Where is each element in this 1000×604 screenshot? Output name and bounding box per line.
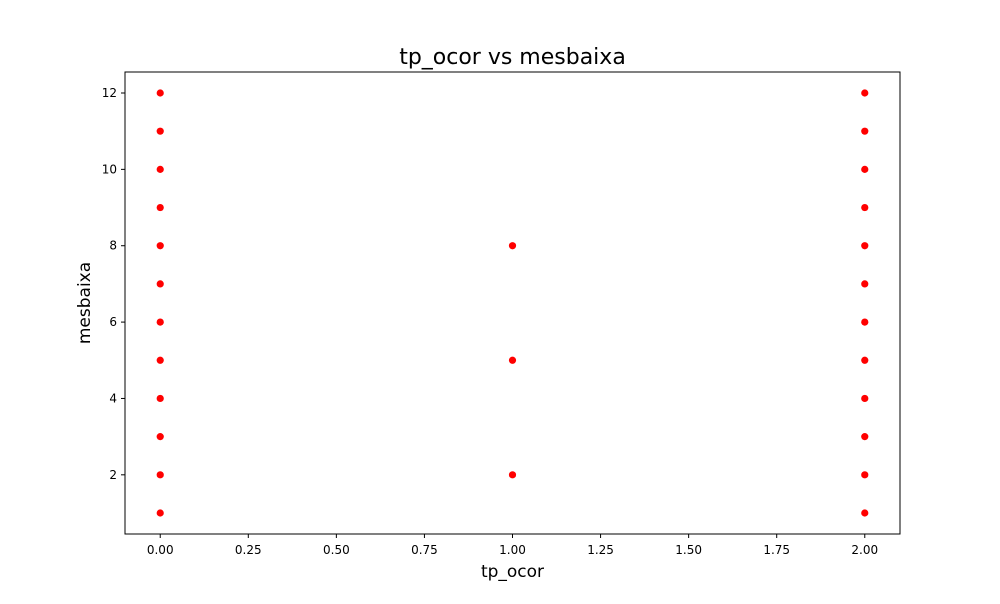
data-point <box>861 471 869 479</box>
y-tick-label: 12 <box>102 86 117 100</box>
x-tick-label: 0.00 <box>147 543 174 557</box>
chart-title: tp_ocor vs mesbaixa <box>399 45 626 70</box>
data-point <box>861 89 869 97</box>
data-point <box>156 89 164 97</box>
data-point <box>156 127 164 135</box>
data-point <box>156 394 164 403</box>
data-point <box>861 433 869 441</box>
plot-area-frame <box>124 71 901 535</box>
data-point <box>508 471 517 479</box>
data-point <box>156 242 164 250</box>
x-tick-label: 1.25 <box>587 543 614 557</box>
y-axis-label: mesbaixa <box>75 262 95 344</box>
x-tick-label: 0.50 <box>323 543 350 557</box>
data-point <box>156 318 164 326</box>
data-point <box>156 471 164 479</box>
x-axis-label: tp_ocor <box>481 562 544 582</box>
data-point <box>861 356 869 364</box>
data-point <box>508 356 517 364</box>
data-point <box>156 280 164 288</box>
x-tick-label: 1.75 <box>763 543 790 557</box>
data-point <box>861 280 869 288</box>
data-point <box>156 356 164 364</box>
data-point <box>861 509 869 517</box>
y-tick-label: 10 <box>102 162 117 176</box>
data-point <box>156 509 164 517</box>
y-tick-label: 6 <box>109 315 117 329</box>
data-point <box>861 203 869 212</box>
y-axis-ticks: 2 4 6 8 10 12 <box>102 86 125 482</box>
data-point <box>861 242 869 250</box>
data-point <box>861 127 869 135</box>
x-tick-label: 1.50 <box>675 543 702 557</box>
x-tick-label: 2.00 <box>851 543 878 557</box>
x-tick-label: 0.25 <box>235 543 262 557</box>
data-point <box>156 165 164 173</box>
data-point <box>861 394 869 403</box>
data-point <box>861 318 869 326</box>
x-tick-label: 1.00 <box>499 543 526 557</box>
data-point <box>156 433 164 441</box>
data-point <box>156 203 164 212</box>
y-tick-label: 2 <box>109 468 117 482</box>
y-tick-label: 4 <box>109 391 117 405</box>
y-tick-label: 8 <box>109 239 117 253</box>
data-point <box>508 242 517 250</box>
x-tick-label: 0.75 <box>411 543 438 557</box>
data-point <box>861 165 869 173</box>
x-axis-ticks: 0.00 0.25 0.50 0.75 1.00 1.25 1.50 1.75 2.00 <box>147 534 878 557</box>
data-points <box>156 89 869 517</box>
